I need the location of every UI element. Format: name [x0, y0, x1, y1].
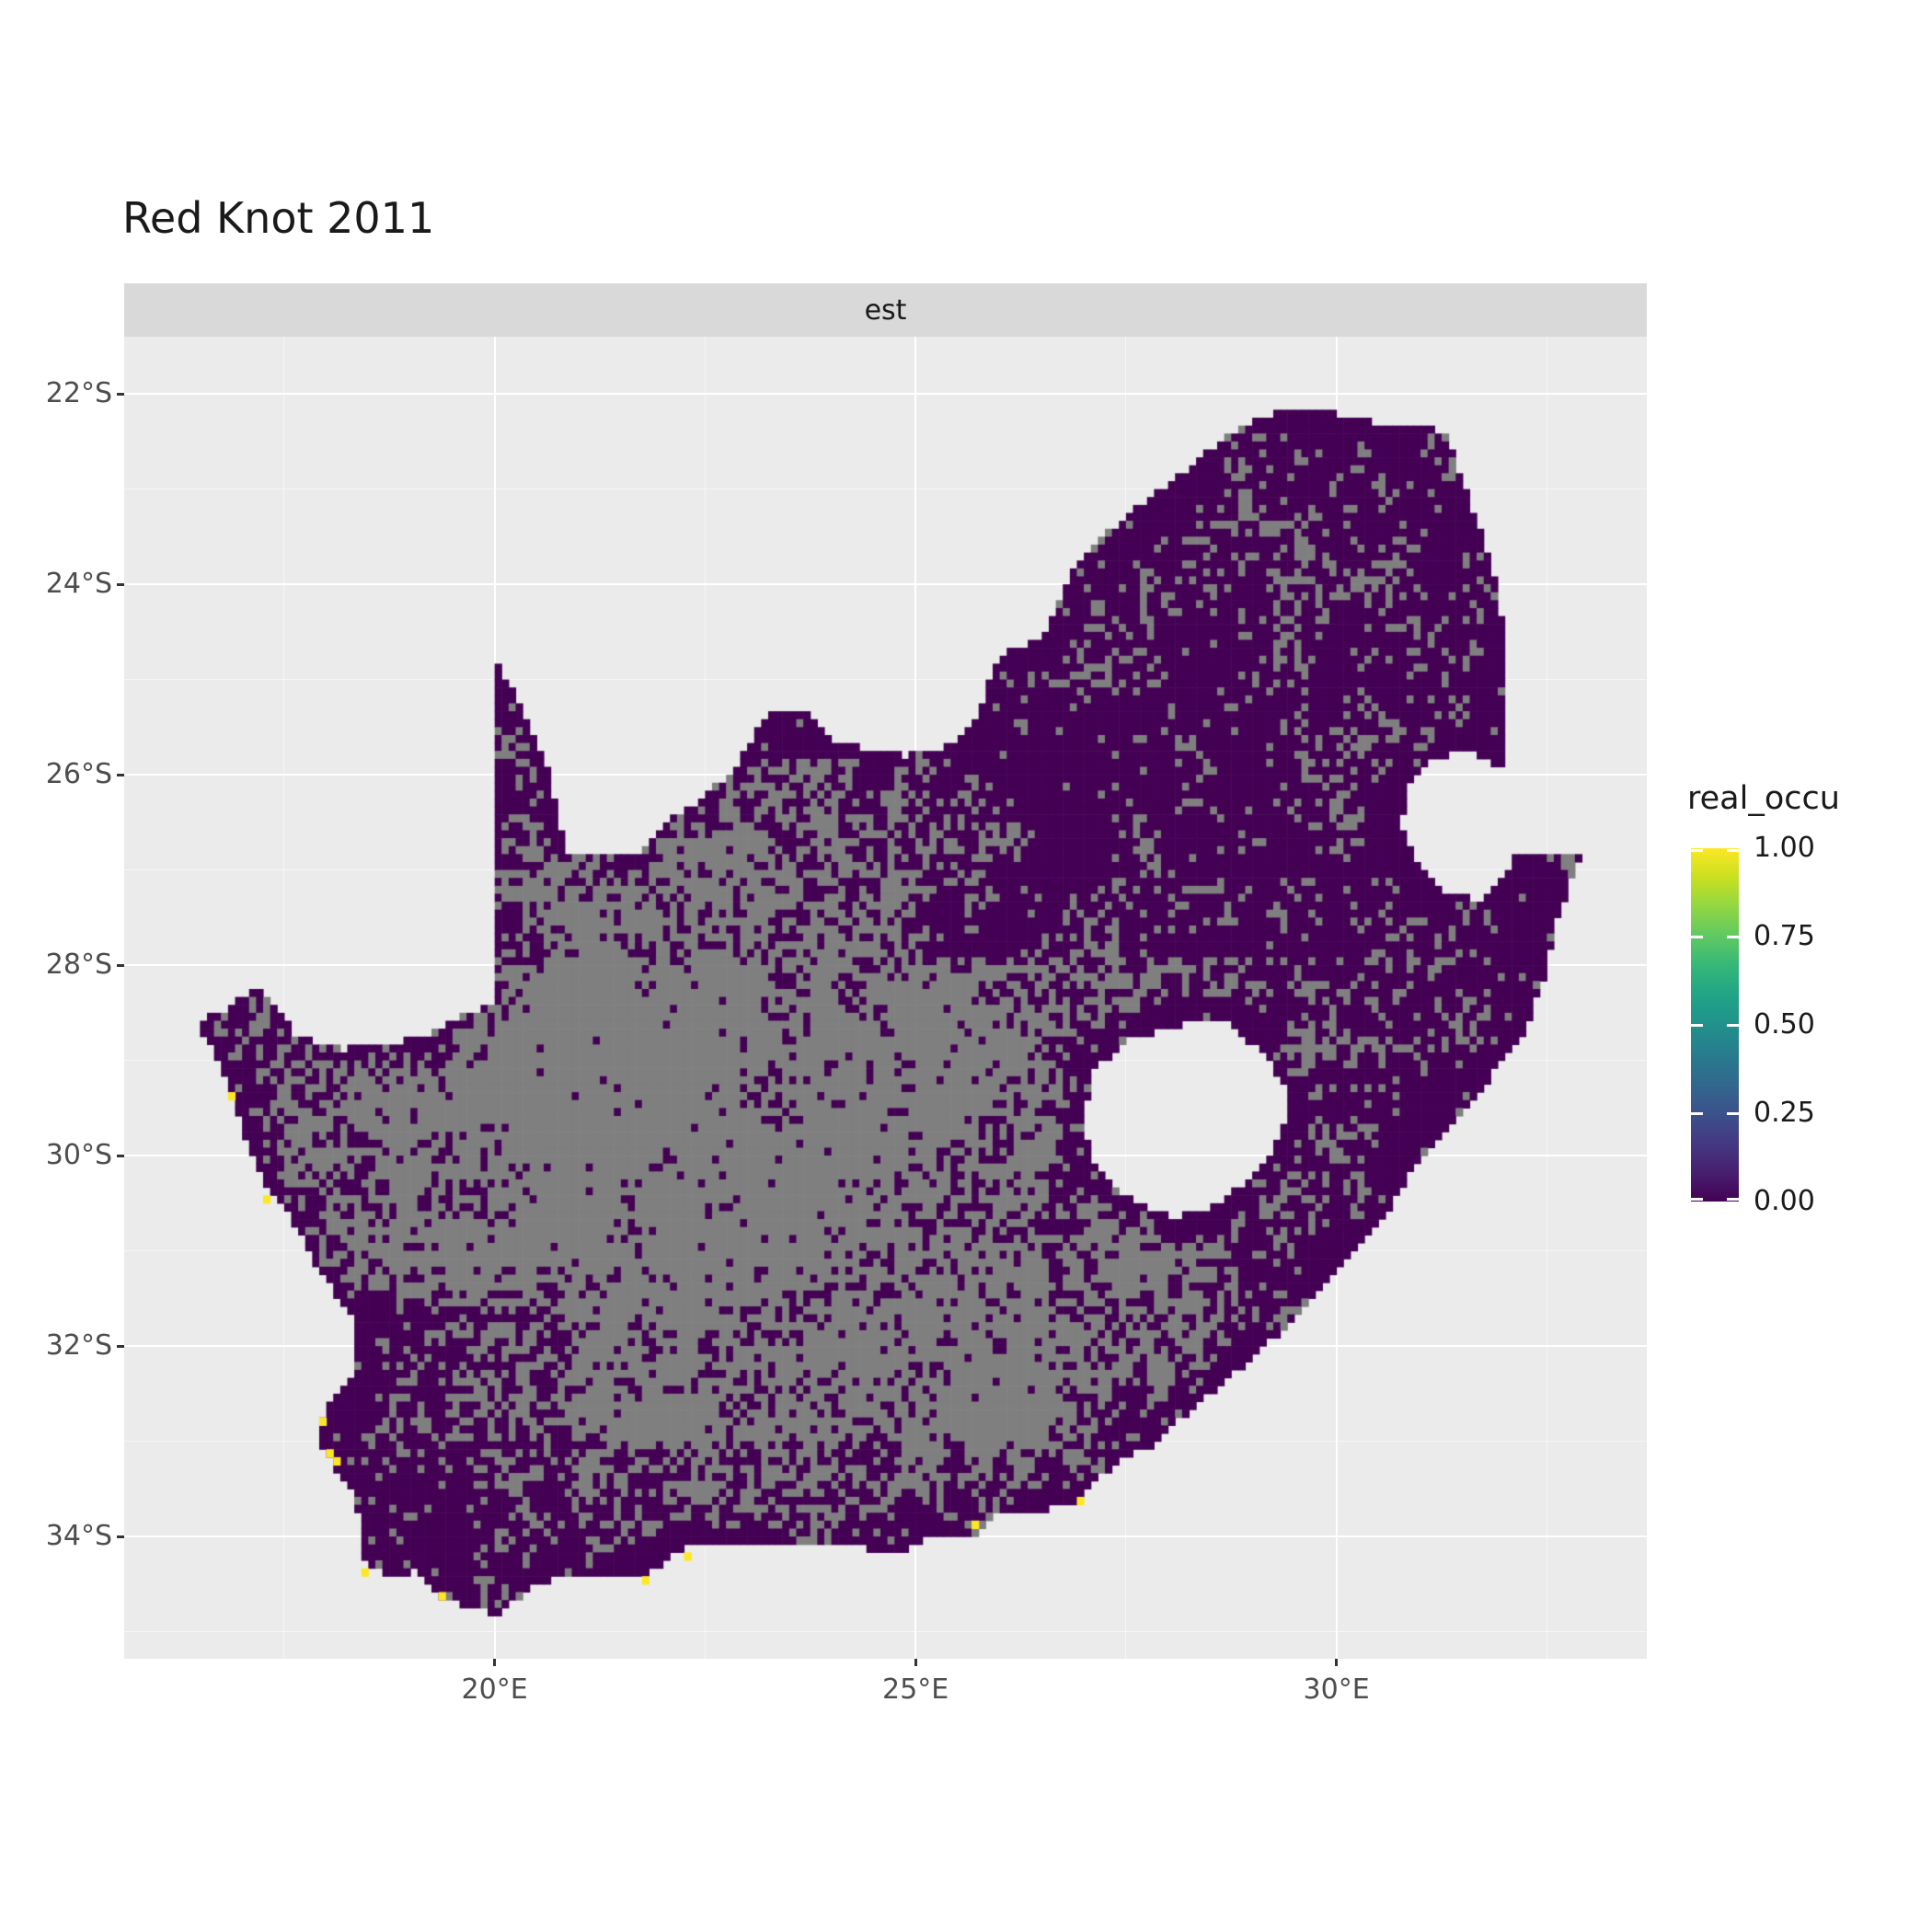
legend-break-label: 0.50	[1754, 1008, 1815, 1041]
y-tick-mark	[117, 963, 124, 967]
y-tick-mark	[117, 392, 124, 396]
y-tick-mark	[117, 1344, 124, 1348]
y-tick-mark	[117, 1154, 124, 1157]
colorbar-tick-mark	[1691, 1023, 1703, 1027]
y-tick-label: 32°S	[45, 1329, 112, 1363]
x-tick-mark	[493, 1659, 497, 1666]
y-tick-mark	[117, 773, 124, 776]
colorbar-tick-mark	[1727, 935, 1739, 938]
facet-strip: est	[124, 283, 1647, 337]
colorbar-tick-mark	[1727, 1198, 1739, 1201]
colorbar-tick-mark	[1691, 935, 1703, 938]
x-tick-mark	[914, 1659, 917, 1666]
y-tick-label: 22°S	[45, 377, 112, 410]
plot-title: Red Knot 2011	[122, 193, 435, 243]
y-tick-label: 30°S	[45, 1139, 112, 1172]
legend-title: real_occu	[1687, 780, 1840, 817]
legend-break-label: 0.75	[1754, 920, 1815, 952]
x-tick-label: 20°E	[461, 1673, 528, 1706]
colorbar-tick-mark	[1727, 1023, 1739, 1027]
colorbar-tick-mark	[1727, 849, 1739, 852]
colorbar-tick-mark	[1727, 1111, 1739, 1115]
y-tick-label: 26°S	[45, 758, 112, 791]
colorbar-tick-mark	[1691, 1111, 1703, 1115]
legend-break-label: 0.25	[1754, 1097, 1815, 1129]
y-tick-label: 28°S	[45, 949, 112, 982]
legend-break-label: 1.00	[1754, 832, 1815, 864]
x-tick-label: 25°E	[882, 1673, 949, 1706]
south-africa-occupancy-raster-map	[124, 337, 1647, 1659]
colorbar-tick-mark	[1691, 849, 1703, 852]
colorbar-tick-mark	[1691, 1198, 1703, 1201]
x-tick-label: 30°E	[1303, 1673, 1370, 1706]
y-tick-label: 34°S	[45, 1520, 112, 1553]
plot-panel	[124, 337, 1647, 1659]
facet-strip-label: est	[864, 293, 907, 327]
y-tick-mark	[117, 582, 124, 586]
legend-break-label: 0.00	[1754, 1185, 1815, 1217]
y-tick-mark	[117, 1535, 124, 1538]
y-tick-label: 24°S	[45, 568, 112, 601]
x-tick-mark	[1335, 1659, 1339, 1666]
